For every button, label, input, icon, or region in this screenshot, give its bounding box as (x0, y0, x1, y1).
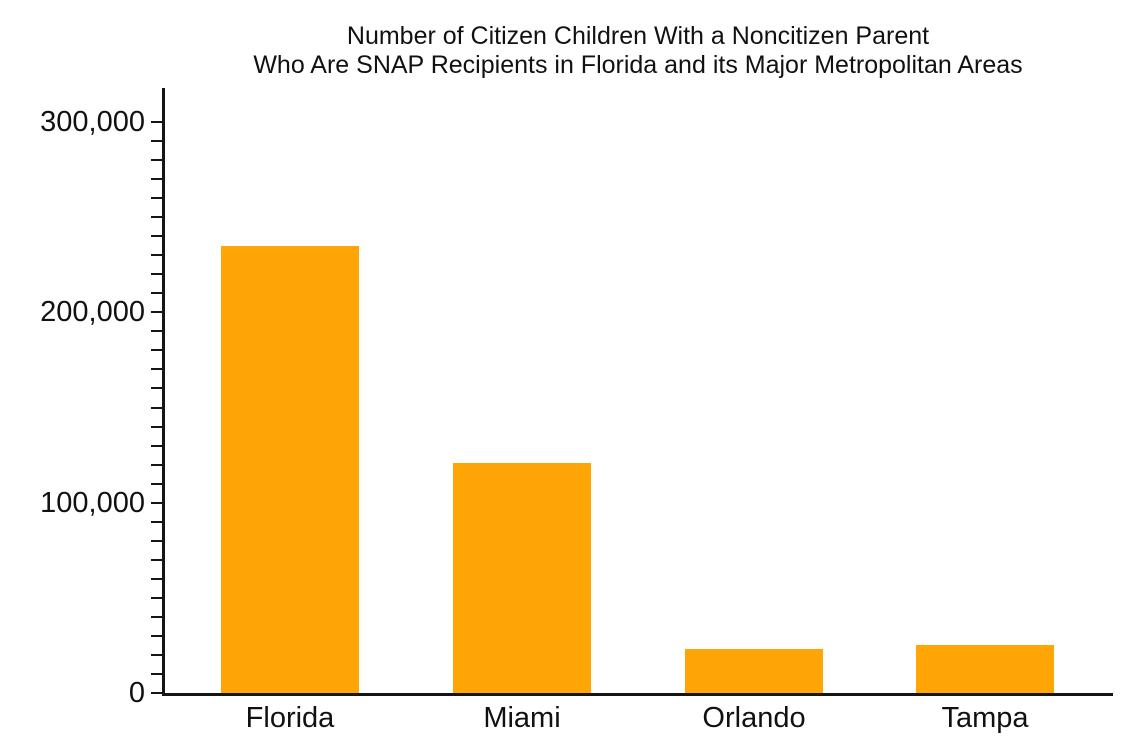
chart-title: Number of Citizen Children With a Noncit… (346, 22, 930, 50)
bar-tampa (916, 645, 1054, 693)
y-axis-tick (151, 615, 162, 618)
y-axis-tick (151, 425, 162, 428)
y-axis-tick (151, 311, 162, 314)
y-axis-tick (151, 539, 162, 542)
y-axis-tick (151, 501, 162, 504)
y-axis-tick (151, 330, 162, 333)
bar-orlando (685, 649, 823, 693)
x-category-label: Miami (483, 702, 561, 734)
y-axis-tick (151, 387, 162, 390)
y-axis-tick (151, 292, 162, 295)
y-axis-tick (151, 254, 162, 257)
x-axis-line (162, 693, 1113, 696)
y-axis-tick (151, 159, 162, 162)
chart-title-block: Number of Citizen Children With a Noncit… (138, 22, 1138, 80)
y-axis-tick (151, 577, 162, 580)
y-axis-tick (151, 273, 162, 276)
y-axis-tick (151, 197, 162, 200)
bar-florida (221, 245, 359, 693)
y-axis-tick (151, 216, 162, 219)
y-axis-tick (151, 596, 162, 599)
y-axis-tick (151, 653, 162, 656)
y-axis-tick-label: 100,000 (40, 486, 145, 519)
y-axis-tick (151, 349, 162, 352)
y-axis-tick (151, 520, 162, 523)
x-category-label: Orlando (702, 702, 806, 734)
y-axis-tick (151, 463, 162, 466)
x-category-label: Florida (245, 702, 335, 734)
y-axis-tick-label: 0 (128, 677, 145, 709)
y-axis-tick-label: 200,000 (40, 296, 145, 329)
y-axis-tick (151, 140, 162, 143)
y-axis-tick (151, 121, 162, 123)
y-axis-tick (151, 235, 162, 238)
chart-subtitle: Who Are SNAP Recipients in Florida and i… (253, 51, 1023, 79)
y-axis-tick (151, 368, 162, 371)
bar-miami (453, 462, 591, 693)
y-axis-tick (151, 672, 162, 675)
y-axis-tick-label: 300,000 (40, 106, 145, 138)
y-axis-tick (151, 558, 162, 561)
y-axis-tick (151, 692, 162, 694)
y-axis-line (162, 88, 165, 696)
x-category-label: Tampa (941, 702, 1029, 734)
y-axis-tick (151, 482, 162, 485)
y-axis-tick (151, 634, 162, 637)
y-axis-tick (151, 444, 162, 447)
y-axis-tick (151, 178, 162, 181)
y-axis-tick (151, 406, 162, 409)
